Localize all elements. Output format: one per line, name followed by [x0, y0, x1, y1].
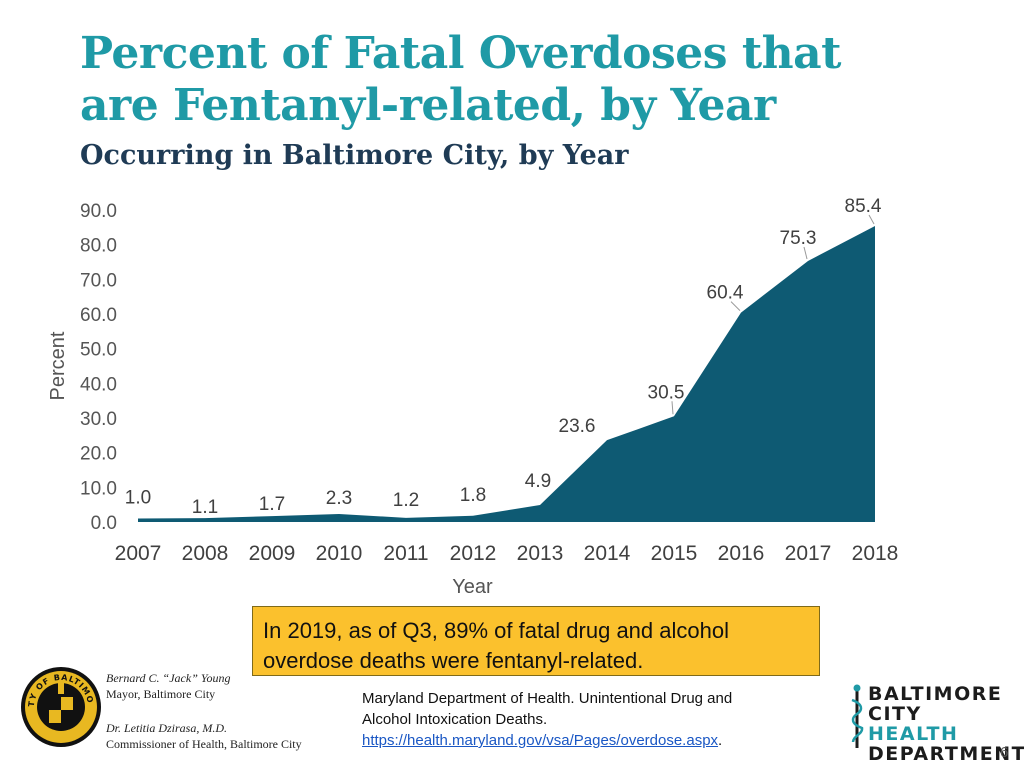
y-tick-label: 90.0: [80, 201, 117, 222]
data-label: 60.4: [707, 283, 744, 304]
commissioner-title: Commissioner of Health, Baltimore City: [106, 737, 302, 751]
x-tick-label: 2013: [517, 542, 564, 565]
data-label-leader: [803, 246, 808, 260]
x-tick-label: 2018: [852, 542, 899, 565]
slide-title-line-2: are Fentanyl-related, by Year: [80, 80, 776, 131]
x-tick-label: 2010: [316, 542, 363, 565]
mayor-name: Bernard C. “Jack” Young: [106, 671, 231, 685]
x-tick-label: 2011: [383, 542, 428, 565]
y-tick-label: 60.0: [80, 305, 117, 326]
page-number: 6: [1000, 744, 1009, 761]
y-tick-label: 50.0: [80, 340, 117, 361]
data-label: 23.6: [559, 416, 596, 437]
data-label: 30.5: [648, 382, 685, 403]
source-citation: Maryland Department of Health. Unintenti…: [362, 688, 802, 751]
slide-title: Percent of Fatal Overdoses that are Fent…: [80, 28, 842, 132]
source-link[interactable]: https://health.maryland.gov/vsa/Pages/ov…: [362, 732, 719, 749]
y-tick-label: 30.0: [80, 409, 117, 430]
data-label: 1.7: [259, 494, 285, 515]
x-tick-label: 2015: [651, 542, 698, 565]
y-tick-label: 20.0: [80, 444, 117, 465]
area-chart: 0.0 10.0 20.0 30.0 40.0 50.0 60.0 70.0 80.0 90.0 2…: [47, 196, 898, 598]
y-axis-title: Percent: [47, 331, 69, 400]
y-tick-label: 0.0: [91, 513, 117, 534]
mayor-title: Mayor, Baltimore City: [106, 687, 216, 701]
data-label: 1.8: [460, 485, 486, 506]
x-tick-label: 2008: [182, 542, 229, 565]
officials-block: Bernard C. “Jack” Young Mayor, Baltimore…: [106, 670, 302, 752]
slide-subtitle: Occurring in Baltimore City, by Year: [80, 140, 629, 171]
logo-line-1: BALTIMORE: [868, 683, 1003, 705]
source-line-2: Alcohol Intoxication Deaths.: [362, 711, 548, 728]
data-label-leader: [730, 301, 741, 311]
x-tick-label: 2014: [584, 542, 631, 565]
logo-line-2a: CITY: [868, 703, 922, 725]
health-department-logo: BALTIMORE CITY HEALTH DEPARTMENT: [848, 683, 1024, 764]
x-axis-title: Year: [452, 576, 493, 598]
data-label: 2.3: [326, 488, 352, 509]
x-tick-label: 2007: [115, 542, 162, 565]
slide-title-line-1: Percent of Fatal Overdoses that: [80, 28, 842, 79]
source-period: .: [718, 732, 723, 749]
data-label: 4.9: [525, 471, 551, 492]
data-label-leader: [868, 214, 875, 225]
y-tick-label: 70.0: [80, 270, 117, 291]
area-series: [138, 225, 875, 523]
callout-box: In 2019, as of Q3, 89% of fatal drug and…: [252, 606, 820, 676]
plot-area: 0.0 10.0 20.0 30.0 40.0 50.0 60.0 70.0 80.0 90.0 2…: [47, 196, 898, 598]
data-label: 1.2: [393, 490, 419, 511]
caduceus-icon: [851, 684, 864, 748]
data-label-leader: [671, 401, 674, 415]
x-tick-label: 2017: [785, 542, 832, 565]
logo-line-3: DEPARTMENT: [868, 743, 1024, 765]
x-tick-label: 2009: [249, 542, 296, 565]
y-tick-label: 80.0: [80, 236, 117, 257]
x-tick-label: 2016: [718, 542, 765, 565]
data-label: 85.4: [845, 196, 882, 217]
data-label: 1.0: [125, 488, 151, 509]
city-seal-icon: CITY OF BALTIMORE: [20, 666, 101, 747]
data-label: 1.1: [192, 497, 218, 518]
y-tick-label: 10.0: [80, 478, 117, 499]
source-line-1: Maryland Department of Health. Unintenti…: [362, 690, 733, 707]
commissioner-name: Dr. Letitia Dzirasa, M.D.: [106, 721, 228, 735]
y-tick-label: 40.0: [80, 374, 117, 395]
x-tick-label: 2012: [450, 542, 497, 565]
data-label: 75.3: [780, 228, 817, 249]
logo-line-2b: HEALTH: [868, 723, 959, 745]
